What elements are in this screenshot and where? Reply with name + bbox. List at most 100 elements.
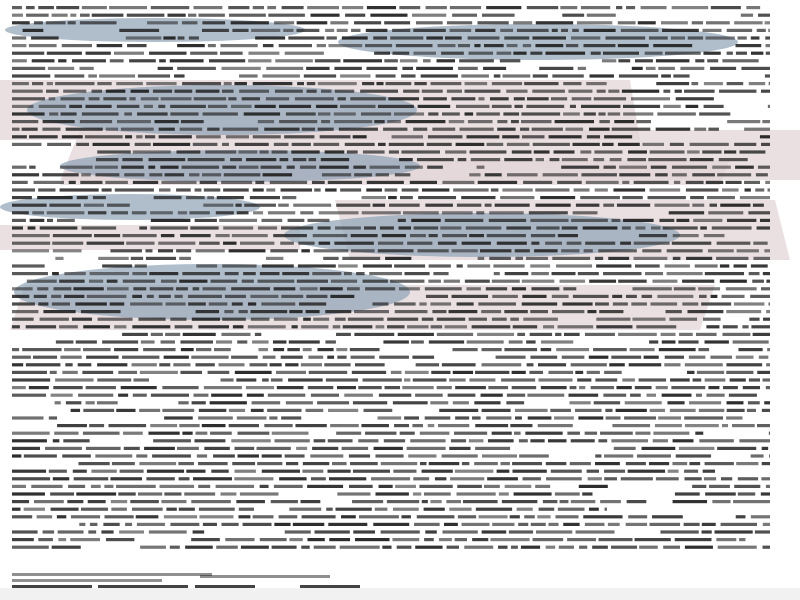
text-word (389, 203, 420, 207)
text-word (491, 317, 507, 321)
text-word (334, 66, 362, 70)
text-word (317, 226, 331, 230)
text-word (157, 66, 173, 70)
text-word (150, 424, 178, 428)
text-word (234, 82, 247, 86)
text-word (404, 272, 430, 276)
text-word (33, 500, 64, 504)
text-word (623, 218, 654, 222)
text-word (228, 97, 237, 101)
text-word (726, 401, 744, 405)
text-word (442, 211, 473, 215)
text-word (37, 287, 49, 291)
text-word (603, 393, 627, 397)
text-word (609, 363, 625, 367)
text-word (585, 241, 616, 245)
text-word (563, 287, 577, 291)
text-word (653, 44, 693, 48)
text-word (116, 104, 140, 108)
text-word (554, 416, 574, 420)
text-word (740, 13, 754, 17)
text-word (649, 188, 681, 192)
text-word (687, 310, 724, 314)
text-word (605, 416, 621, 420)
text-word (191, 355, 229, 359)
text-word (138, 317, 166, 321)
text-word (12, 484, 26, 488)
text-word (362, 264, 392, 268)
text-word (27, 226, 36, 230)
text-word (137, 112, 168, 116)
text-word (428, 112, 439, 116)
text-word (305, 310, 320, 314)
text-word (32, 211, 45, 215)
text-word (722, 325, 738, 329)
text-word (264, 127, 300, 131)
text-word (81, 6, 107, 10)
text-word (167, 13, 186, 17)
text-word (89, 522, 98, 526)
text-word (676, 218, 690, 222)
text-word (413, 226, 439, 230)
text-word (726, 51, 733, 55)
text-word (506, 89, 528, 93)
text-word (301, 545, 310, 549)
text-word (588, 355, 609, 359)
text-word (372, 203, 386, 207)
text-word (126, 13, 165, 17)
text-word (346, 150, 358, 154)
text-word (702, 28, 722, 32)
text-word (624, 416, 657, 420)
text-word (162, 408, 195, 412)
text-word (485, 287, 508, 291)
text-word (394, 424, 410, 428)
text-word (581, 173, 617, 177)
text-word (566, 241, 582, 245)
text-word (595, 378, 618, 382)
text-word (361, 196, 387, 200)
text-word (201, 424, 226, 428)
text-word (675, 97, 714, 101)
text-word (383, 127, 408, 131)
text-word (413, 477, 430, 481)
text-word (231, 355, 258, 359)
text-word (452, 370, 474, 374)
text-word (603, 203, 615, 207)
text-word (430, 325, 443, 329)
text-word (478, 515, 508, 519)
text-word (670, 36, 686, 40)
text-word (234, 370, 272, 374)
text-word (377, 241, 404, 245)
text-word (430, 302, 452, 306)
text-word (468, 439, 484, 443)
text-word (169, 545, 180, 549)
text-word (454, 431, 488, 435)
text-word (594, 188, 608, 192)
text-word (671, 6, 709, 10)
text-word (684, 363, 723, 367)
text-word (198, 13, 225, 17)
text-word (506, 401, 525, 405)
text-word (246, 393, 264, 397)
text-word (298, 241, 315, 245)
text-word (557, 180, 582, 184)
text-word (526, 340, 536, 344)
text-word (529, 370, 544, 374)
text-word (560, 6, 578, 10)
text-word (97, 363, 128, 367)
text-word (451, 249, 478, 253)
text-word (330, 294, 355, 298)
text-word (658, 66, 675, 70)
text-word (12, 530, 38, 534)
text-word (726, 28, 753, 32)
text-word (716, 538, 737, 542)
text-word (571, 97, 592, 101)
text-word (211, 393, 243, 397)
text-word (409, 180, 438, 184)
text-word (101, 188, 112, 192)
text-word (508, 340, 523, 344)
text-word (73, 477, 109, 481)
text-word (204, 446, 230, 450)
text-word (67, 21, 76, 25)
text-word (396, 545, 412, 549)
